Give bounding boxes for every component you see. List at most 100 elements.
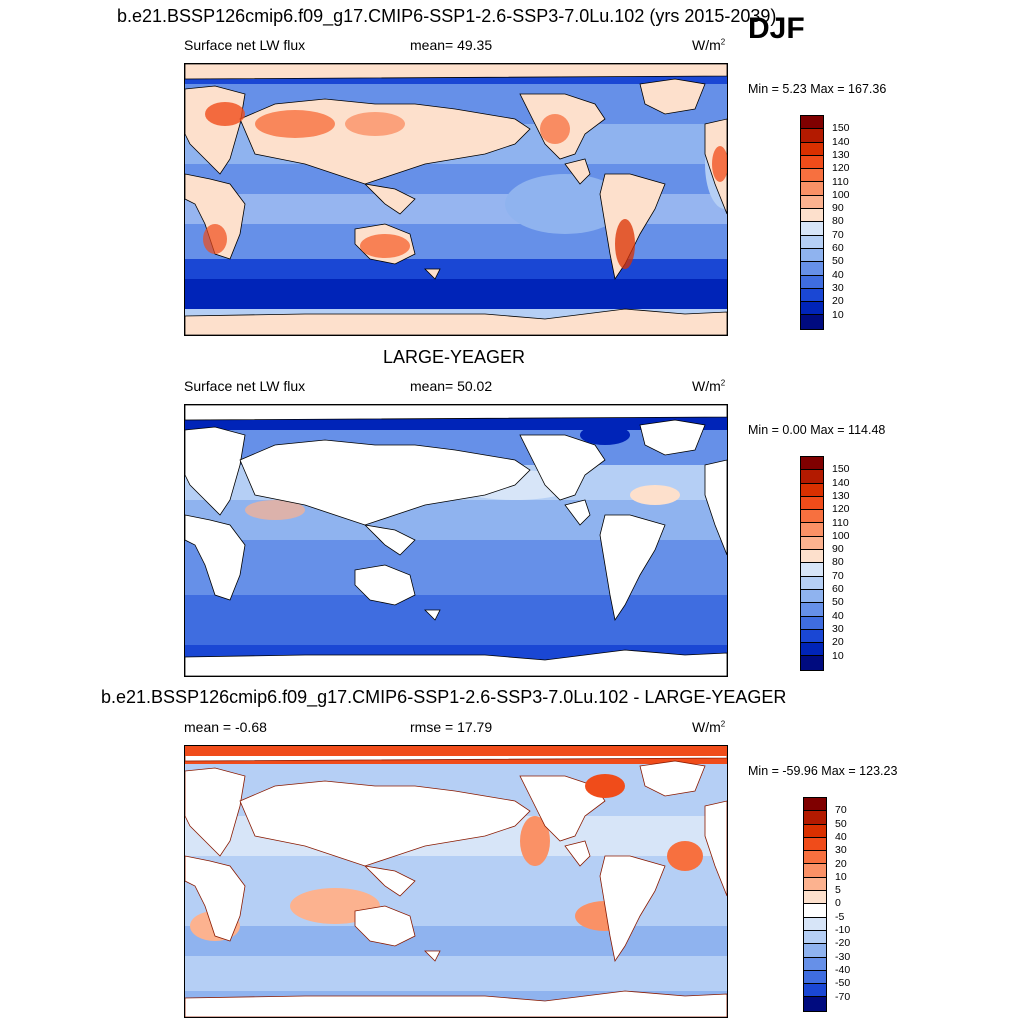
- map-field: [185, 746, 727, 1017]
- colorbar-swatch: [801, 470, 823, 484]
- colorbar-swatch: [804, 970, 826, 985]
- colorbar-tick-label: 30: [832, 281, 844, 294]
- colorbar-swatch: [801, 643, 823, 657]
- colorbar-swatch: [801, 563, 823, 577]
- panel-1-mean-label: mean= 49.35: [410, 37, 493, 53]
- colorbar-tick-label: 60: [832, 242, 844, 254]
- colorbar-swatch: [804, 984, 826, 998]
- colorbar-swatch: [804, 997, 826, 1011]
- colorbar-swatch: [801, 248, 823, 263]
- panel-2-variable-label: Surface net LW flux: [184, 378, 306, 394]
- colorbar-swatch: [801, 510, 823, 524]
- colorbar-swatch: [801, 195, 823, 210]
- panel-1-title: b.e21.BSSP126cmip6.f09_g17.CMIP6-SSP1-2.…: [117, 6, 777, 26]
- colorbar-tick-label: 10: [832, 308, 844, 321]
- colorbar-tick-label: 120: [832, 503, 850, 516]
- panel-1-map: [184, 63, 728, 336]
- panel-3-mean-label: mean = -0.68: [184, 719, 267, 735]
- colorbar-swatch: [801, 288, 823, 303]
- colorbar-swatch: [804, 851, 826, 865]
- colorbar-swatch: [801, 523, 823, 537]
- panel-2-units: W/m2: [692, 378, 726, 394]
- colorbar-swatch: [801, 155, 823, 170]
- colorbar-tick-label: -20: [835, 937, 851, 950]
- colorbar-swatch: [801, 209, 823, 223]
- colorbar-tick-label: 5: [835, 884, 841, 897]
- colorbar-tick-label: 130: [832, 148, 850, 161]
- colorbar-tick-label: 70: [835, 804, 847, 817]
- colorbar-tick-label: 10: [835, 870, 847, 883]
- panel-3-map: [184, 745, 728, 1018]
- colorbar-swatches: [800, 456, 824, 671]
- colorbar-tick-label: 30: [835, 844, 847, 857]
- colorbar-swatches: [800, 115, 824, 330]
- colorbar-swatch: [801, 116, 823, 130]
- panel-3-title: b.e21.BSSP126cmip6.f09_g17.CMIP6-SSP1-2.…: [101, 687, 787, 707]
- colorbar-swatch: [801, 169, 823, 183]
- colorbar-tick-label: 30: [832, 622, 844, 635]
- colorbar-swatch: [801, 536, 823, 551]
- panel-2-minmax: Min = 0.00 Max = 114.48: [748, 423, 886, 437]
- colorbar-tick-label: 50: [832, 596, 844, 609]
- colorbar-swatch: [801, 603, 823, 617]
- colorbar-tick-label: -50: [835, 977, 851, 990]
- panel-3-units: W/m2: [692, 719, 726, 735]
- colorbar-tick-label: 80: [832, 556, 844, 569]
- map-field: [185, 64, 727, 335]
- colorbar-swatch: [801, 589, 823, 604]
- colorbar-swatch: [801, 629, 823, 644]
- colorbar-swatch: [801, 550, 823, 564]
- colorbar-tick-label: -40: [835, 963, 851, 976]
- colorbar-tick-label: 90: [832, 543, 844, 556]
- colorbar-swatch: [804, 811, 826, 825]
- season-label: DJF: [748, 12, 805, 45]
- colorbar-tick-label: 90: [832, 202, 844, 215]
- colorbar-swatch: [801, 262, 823, 276]
- colorbar-swatch: [801, 222, 823, 236]
- colorbar-tick-label: 60: [832, 583, 844, 595]
- colorbar-tick-label: 70: [832, 228, 844, 241]
- colorbar-tick-label: 130: [832, 489, 850, 502]
- colorbar-swatch: [804, 930, 826, 945]
- colorbar-swatch: [801, 656, 823, 670]
- colorbar-tick-label: 50: [832, 255, 844, 268]
- colorbar-swatch: [801, 142, 823, 156]
- colorbar-swatch: [804, 837, 826, 852]
- colorbar-swatch: [801, 302, 823, 316]
- panel-1-minmax: Min = 5.23 Max = 167.36: [748, 82, 887, 96]
- colorbar-tick-label: 120: [832, 162, 850, 175]
- colorbar-swatch: [801, 483, 823, 497]
- panel-1-units: W/m2: [692, 37, 726, 53]
- colorbar-tick-label: -5: [835, 910, 845, 923]
- colorbar-tick-label: 40: [835, 830, 847, 843]
- map-field: [185, 405, 727, 676]
- colorbar-tick-label: 20: [835, 857, 847, 870]
- panel-2-mean-label: mean= 50.02: [410, 378, 493, 394]
- colorbar-swatch: [801, 129, 823, 143]
- panel-1-variable-label: Surface net LW flux: [184, 37, 306, 53]
- colorbar-swatch: [804, 824, 826, 838]
- colorbar-swatch: [804, 917, 826, 931]
- colorbar-swatch: [801, 315, 823, 329]
- colorbar-tick-label: 100: [832, 529, 850, 542]
- colorbar-tick-label: 0: [835, 897, 841, 910]
- colorbar-tick-label: 40: [832, 609, 844, 622]
- colorbar-swatch: [804, 944, 826, 958]
- colorbar-tick-label: -70: [835, 990, 851, 1003]
- colorbar-tick-label: 80: [832, 215, 844, 228]
- colorbar-tick-label: 110: [832, 175, 849, 188]
- colorbar-tick-label: 10: [832, 649, 844, 662]
- panel-3-minmax: Min = -59.96 Max = 123.23: [748, 764, 898, 778]
- colorbar-swatch: [801, 235, 823, 249]
- colorbar-swatch: [804, 891, 826, 905]
- colorbar-tick-label: 140: [832, 476, 850, 489]
- colorbar-tick-label: -30: [835, 950, 851, 963]
- colorbar-swatches: [803, 797, 827, 1012]
- colorbar-swatch: [801, 182, 823, 196]
- colorbar-swatch: [804, 904, 826, 918]
- colorbar-swatch: [804, 957, 826, 971]
- colorbar-swatch: [804, 864, 826, 878]
- colorbar-tick-label: 100: [832, 188, 850, 201]
- colorbar-tick-label: 150: [832, 463, 850, 476]
- colorbar-swatch: [804, 798, 826, 812]
